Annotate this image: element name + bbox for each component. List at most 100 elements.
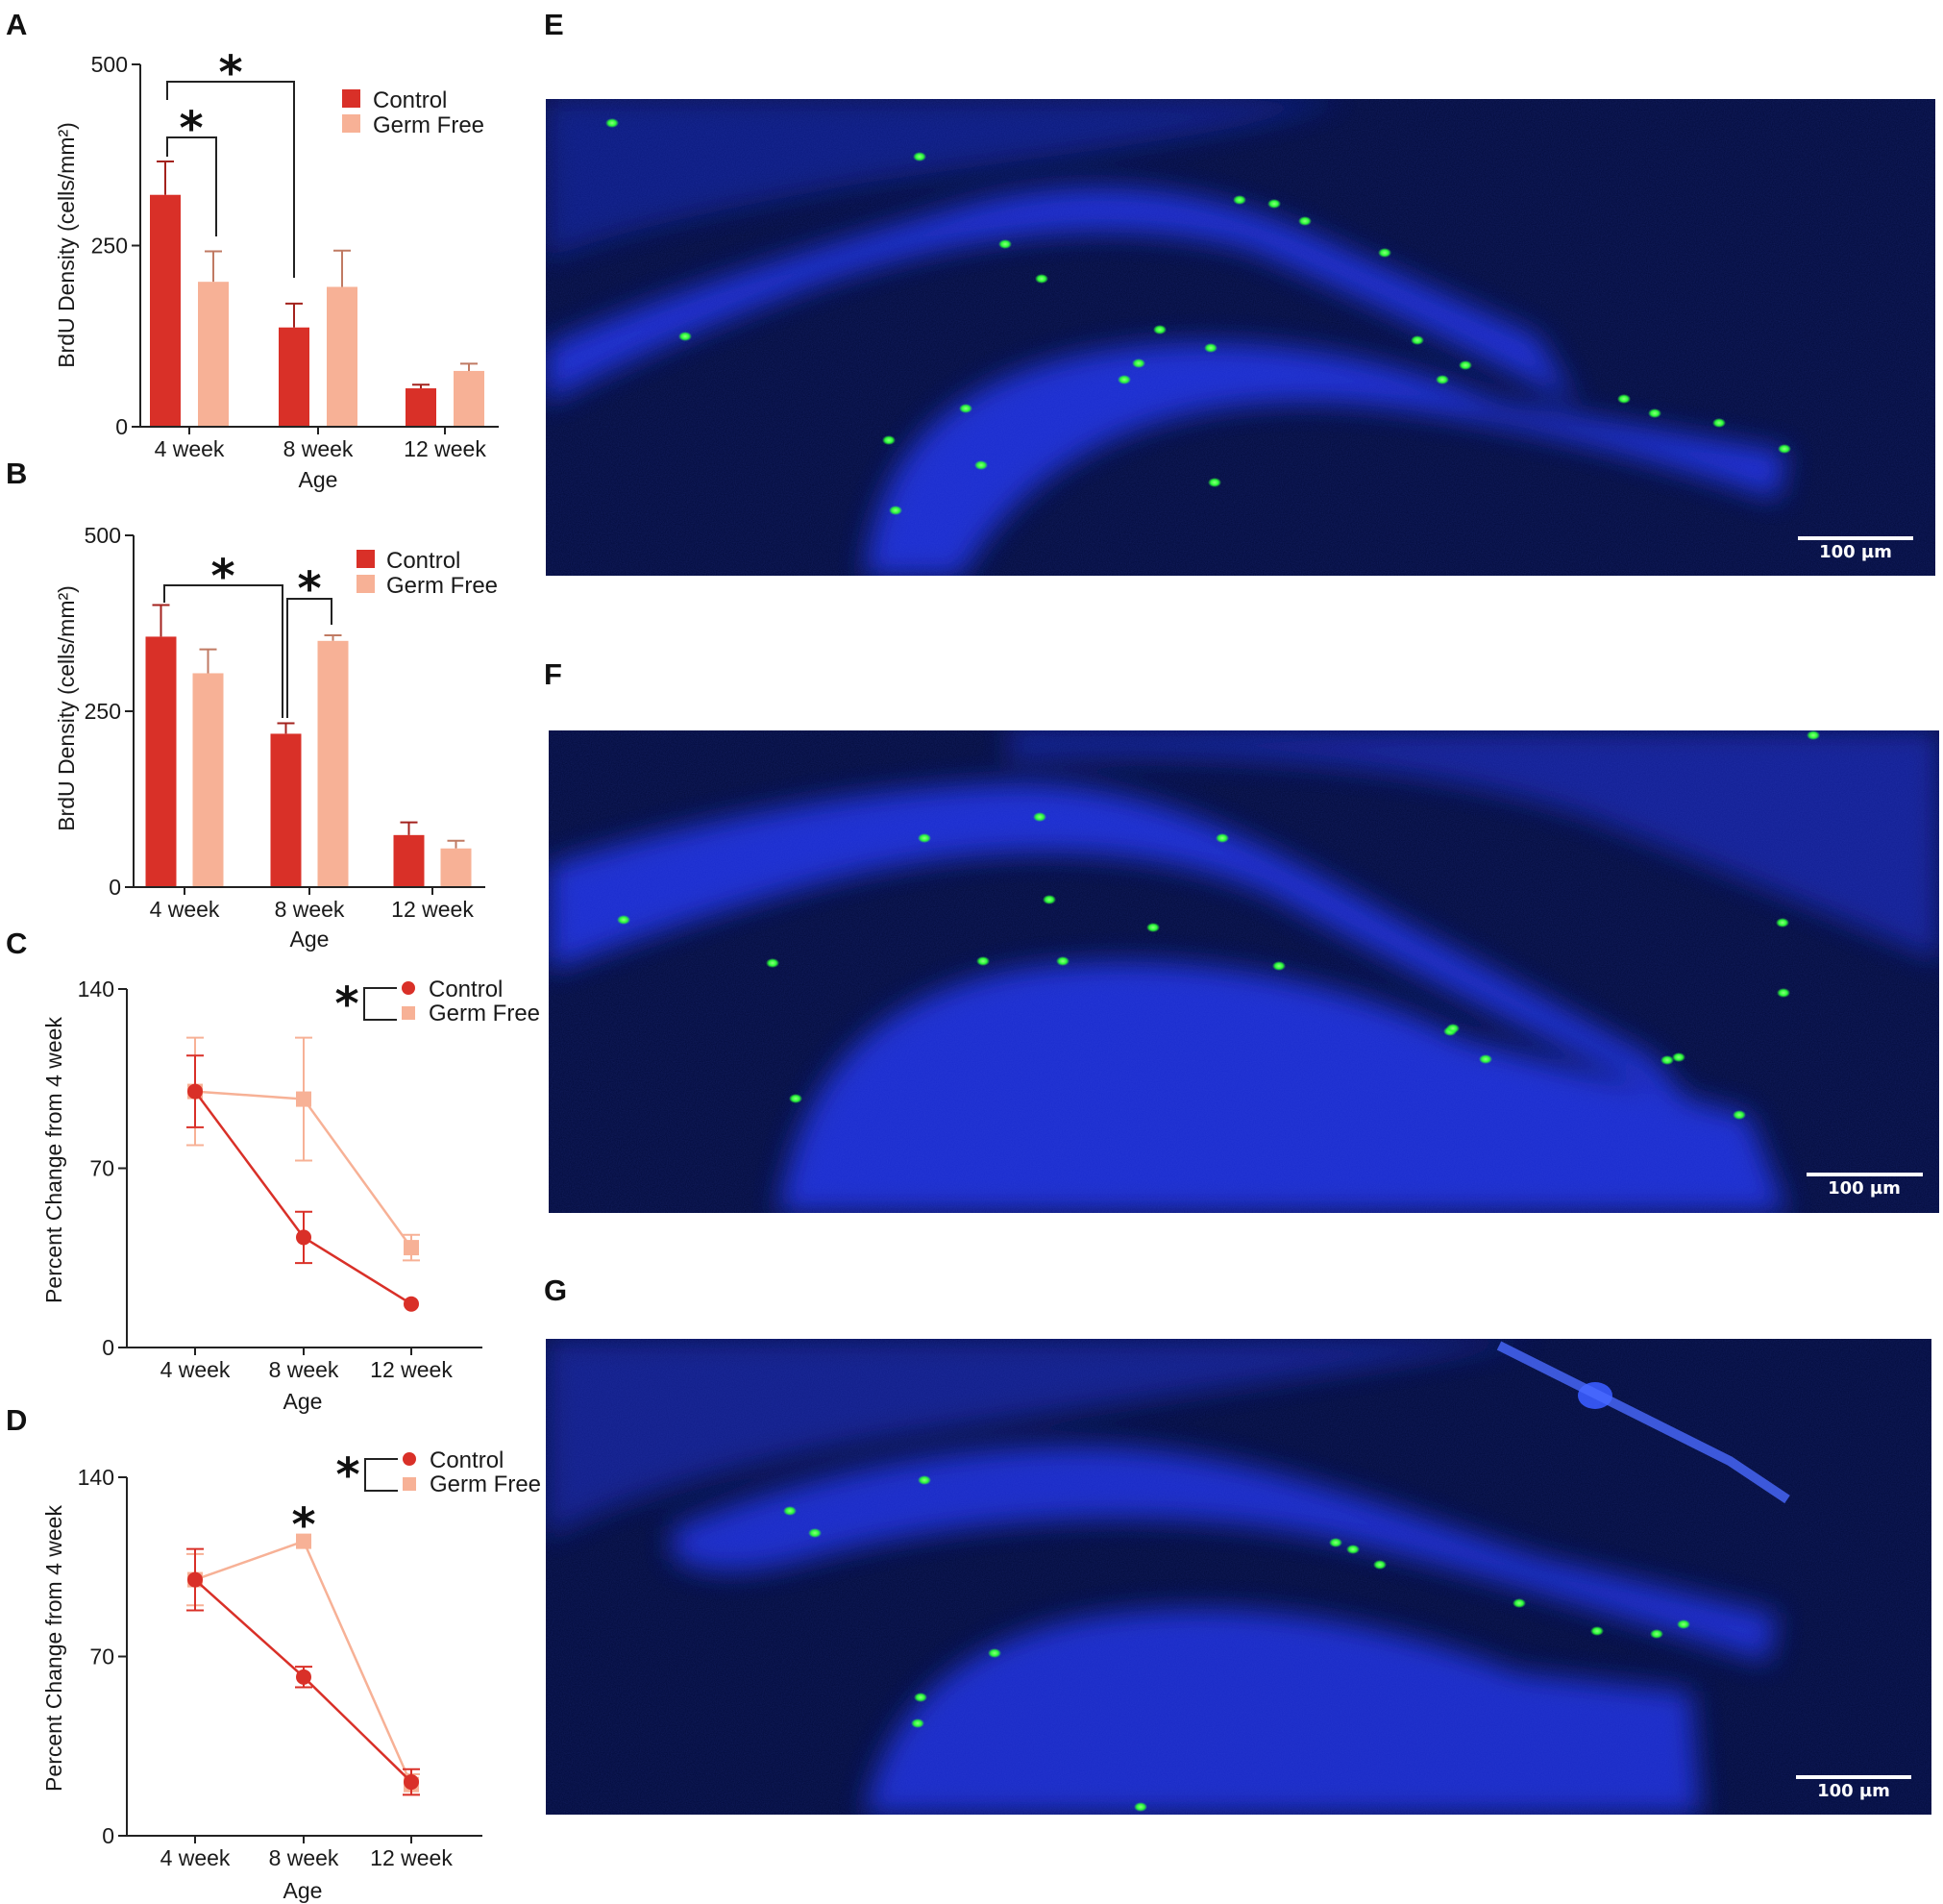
chart-c-legend-control: Control [429,977,503,1002]
chart-c-point-germ-free-8-week [296,1091,311,1107]
micro-f-brdu-cell-1 [918,833,931,843]
micrograph-e-scale-label: 100 µm [1819,542,1892,562]
chart-a-sig-bracket-2 [166,81,295,278]
micro-e-brdu-cell-9 [1153,325,1167,334]
chart-c-ylabel: Percent Change from 4 week [41,1017,66,1303]
chart-c-ytick-0: 0 [102,1335,114,1360]
chart-c-ytick-140: 140 [78,977,114,1001]
micro-e-brdu-cell-10 [1204,343,1217,353]
chart-d-line-germ-free [194,1540,413,1786]
chart-b-bar-control-4-week [145,636,177,887]
chart-b-ytick-250: 250 [85,699,121,724]
micro-e-brdu-cell-3 [1233,195,1246,205]
chart-d-xlabel: Age [283,1878,323,1903]
chart-c-point-control-8-week [296,1229,311,1246]
chart-a-error-control-12-week [412,383,430,389]
micro-f-brdu-cell-2 [1033,812,1046,822]
chart-b-ylabel: BrdU Density (cells/mm²) [54,585,79,831]
micro-f-brdu-cell-19 [1807,730,1820,740]
chart-c-legend: Control Germ Free [402,977,540,1026]
chart-b-error-germ-free-4-week [199,648,217,674]
chart-a-ylabel: BrdU Density (cells/mm²) [54,122,79,368]
micro-g-brdu-cell-1 [808,1528,822,1538]
micrograph-g-brdu-cells [783,1475,1690,1812]
chart-a-xtick-4-week: 4 week [155,436,225,461]
chart-c-point-control-12-week [404,1296,419,1312]
panel-letter-g: G [544,1273,567,1307]
chart-a-legend-swatch-control [342,89,360,108]
micro-g-brdu-cell-6 [1373,1560,1387,1570]
panel-letter-d: D [6,1403,27,1437]
micrograph-f: 100 µm [549,730,1939,1213]
micro-e-brdu-cell-7 [998,239,1012,249]
micro-e-brdu-cell-17 [1778,444,1791,454]
chart-b-xtick-8-week: 8 week [275,897,345,922]
chart-d-legend-control: Control [430,1447,504,1473]
chart-b-legend: Control Germ Free [357,548,498,599]
chart-d-ytick-140: 140 [78,1465,114,1490]
chart-d-point-control-12-week [404,1774,419,1791]
chart-c-sig-star: * [334,977,358,1031]
chart-b-error-germ-free-8-week [324,633,342,641]
micro-e-brdu-cell-20 [882,435,896,445]
chart-a-bar-germ-free-8-week [327,286,357,427]
chart-b-error-germ-free-12-week [447,839,465,849]
micro-f-brdu-cell-20 [766,958,779,968]
micro-g-brdu-cell-3 [918,1475,931,1485]
chart-a-xtick-12-week: 12 week [404,436,486,461]
micro-f-brdu-cell-17 [789,1094,802,1103]
micro-e-brdu-cell-15 [1648,408,1661,418]
chart-a-error-control-8-week [285,302,303,328]
chart-a-bar-germ-free-4-week [198,282,229,427]
micro-g-brdu-cell-4 [1329,1538,1342,1547]
micrograph-e-scale-bar [1798,536,1913,540]
chart-d-xtick-4-week: 4 week [160,1845,231,1870]
micro-e-brdu-cell-24 [1132,359,1145,368]
micro-f-brdu-cell-4 [1043,895,1056,904]
chart-b-error-control-4-week [152,604,170,637]
chart-c-legend-marker-control [402,981,415,995]
micro-f-brdu-cell-8 [1272,961,1286,971]
chart-a-sig-bracket-1 [166,136,217,236]
panel-letter-e: E [544,8,564,41]
micro-g-brdu-cell-9 [1650,1629,1663,1639]
micro-e-brdu-cell-19 [959,404,972,413]
panel-letter-f: F [544,657,562,691]
chart-b-legend-control: Control [386,548,460,574]
chart-c-point-germ-free-12-week [404,1240,419,1256]
micro-g-brdu-cell-10 [911,1719,924,1728]
chart-b-legend-swatch-germ-free [357,575,375,593]
micro-e-brdu-cell-4 [1267,199,1281,209]
chart-d-point-germ-free-8-week [296,1533,311,1549]
chart-b-bar-germ-free-8-week [317,640,349,887]
micro-f-brdu-cell-14 [1776,918,1789,927]
chart-a-ticks: 0 250 500 4 week 8 week 12 week [91,52,487,461]
chart-a-xtick-8-week: 8 week [283,436,354,461]
micro-f-brdu-cell-16 [617,915,630,925]
chart-d-legend: Control Germ Free [403,1447,541,1497]
micro-e-brdu-cell-6 [1378,248,1391,258]
chart-d-legend-germ-free: Germ Free [430,1471,541,1497]
micrograph-e: 100 µm [546,99,1935,576]
micrograph-f-brdu-cells [617,730,1820,1120]
chart-a-error-control-4-week [157,161,174,195]
micro-g-brdu-cell-5 [1346,1545,1360,1554]
chart-c-legend-germ-free: Germ Free [429,1001,540,1026]
chart-a-ytick-250: 250 [91,234,128,259]
micro-f-brdu-cell-11 [1479,1054,1492,1064]
micro-e-brdu-cell-12 [1436,375,1449,384]
micro-e-brdu-cell-16 [1712,418,1726,428]
micro-e-brdu-cell-11 [1411,335,1424,345]
micro-f-brdu-cell-12 [1660,1055,1674,1065]
chart-d-ticks: 0 70 140 4 week 8 week 12 week [78,1465,454,1870]
chart-a-bar-control-12-week [406,388,436,427]
micro-e-brdu-cell-1 [605,118,619,128]
chart-d-ytick-0: 0 [102,1823,114,1848]
chart-a-legend-control: Control [373,87,447,113]
chart-b-sig-bracket-1 [163,584,283,718]
chart-a-sig-star-1: * [179,102,203,156]
chart-b-xtick-4-week: 4 week [150,897,220,922]
micro-f-brdu-cell-10 [1446,1024,1460,1033]
micro-e-brdu-cell-23 [1208,478,1221,487]
chart-c-marks [186,1036,420,1312]
